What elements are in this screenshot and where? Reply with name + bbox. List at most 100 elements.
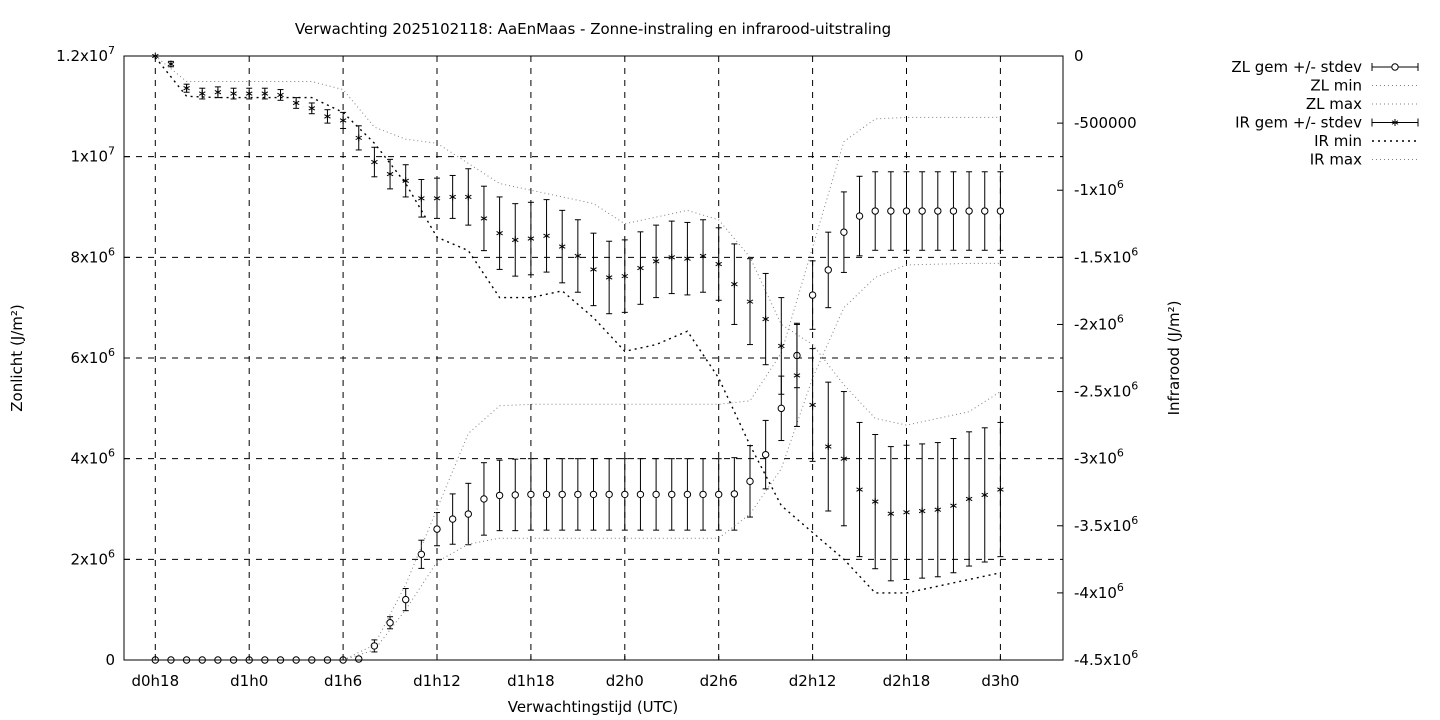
legend-label: IR gem +/- stdev <box>1235 114 1362 132</box>
data-point <box>167 60 175 68</box>
data-point <box>856 486 863 494</box>
data-point <box>902 207 911 215</box>
data-point <box>448 515 457 523</box>
x-axis-label: Verwachtingstijd (UTC) <box>508 698 679 716</box>
data-point <box>589 490 598 499</box>
y-left-tick-label: 8x106 <box>70 245 115 266</box>
data-point <box>761 450 770 459</box>
data-point <box>214 88 222 96</box>
y-left-tick-label: 2x106 <box>70 547 115 568</box>
data-point <box>543 232 550 240</box>
data-point <box>965 495 973 503</box>
x-tick-label: d3h0 <box>981 672 1019 690</box>
x-tick-label: d2h12 <box>789 672 837 690</box>
legend-label: ZL gem +/- stdev <box>1231 58 1362 76</box>
data-point <box>355 655 363 663</box>
data-point <box>558 243 566 251</box>
y-left-tick-label: 0 <box>105 651 115 669</box>
data-point <box>746 477 754 486</box>
y-left-tick-label: 1.2x107 <box>56 44 115 65</box>
x-tick-label: d1h18 <box>507 672 555 690</box>
data-point <box>824 266 832 274</box>
data-point <box>605 490 613 499</box>
data-point <box>511 491 519 499</box>
data-point <box>683 490 692 499</box>
data-point <box>527 235 535 243</box>
data-point <box>715 490 723 499</box>
data-point <box>809 401 816 409</box>
y-axis-label-right: Infrarood (J/m²) <box>1165 301 1183 416</box>
series-line <box>342 116 1001 661</box>
data-point <box>731 280 738 288</box>
data-point <box>652 257 660 265</box>
y-right-tick-label: 0 <box>1074 47 1084 65</box>
data-point <box>840 455 848 463</box>
data-point <box>465 193 472 201</box>
data-point <box>339 116 347 124</box>
data-point <box>636 490 645 499</box>
chart-title: Verwachting 2025102118: AaEnMaas - Zonne… <box>295 20 891 38</box>
data-point <box>261 90 269 98</box>
data-point <box>621 272 629 280</box>
data-point <box>778 342 785 350</box>
data-point <box>699 490 707 499</box>
data-point <box>574 490 582 499</box>
data-point <box>996 207 1005 215</box>
y-right-tick-label: -500000 <box>1074 114 1137 132</box>
series-layer <box>151 52 1005 664</box>
data-point <box>417 550 426 558</box>
data-point <box>840 228 848 236</box>
data-point <box>386 619 394 627</box>
y-right-tick-label: -1x106 <box>1074 178 1124 199</box>
legend-marker <box>1391 119 1399 126</box>
legend-marker <box>1391 63 1399 71</box>
data-point <box>981 491 989 499</box>
series-line <box>154 56 1001 594</box>
data-point <box>542 490 551 499</box>
data-point <box>652 490 660 499</box>
x-tick-label: d0h18 <box>131 672 179 690</box>
data-point <box>997 486 1004 494</box>
x-tick-label: d2h0 <box>606 672 644 690</box>
data-point <box>918 207 926 215</box>
data-point <box>355 134 363 142</box>
data-point <box>433 525 441 533</box>
y-axis-label-left: Zonlicht (J/m²) <box>8 304 26 412</box>
x-tick-label: d1h12 <box>413 672 461 690</box>
data-point <box>871 207 879 215</box>
data-point <box>495 491 504 500</box>
data-point <box>464 510 472 518</box>
data-point <box>558 490 566 499</box>
data-point <box>324 112 331 120</box>
data-point <box>371 158 378 166</box>
data-point <box>965 207 973 215</box>
data-point <box>511 236 519 244</box>
y-right-tick-label: -4.5x106 <box>1074 648 1138 669</box>
data-point <box>730 490 739 498</box>
data-point <box>934 207 942 215</box>
data-point <box>370 642 379 650</box>
data-point <box>746 298 754 306</box>
data-point <box>449 193 456 201</box>
data-point <box>684 255 691 263</box>
data-point <box>308 104 316 112</box>
series-line <box>342 262 1001 661</box>
data-point <box>855 212 864 220</box>
data-point <box>808 291 817 299</box>
data-point <box>480 495 488 503</box>
data-point <box>386 170 394 178</box>
x-tick-label: d1h0 <box>230 672 268 690</box>
data-point <box>496 229 503 237</box>
data-point <box>950 502 957 510</box>
data-point <box>292 99 300 107</box>
data-point <box>574 252 582 260</box>
data-point <box>480 214 488 222</box>
data-point <box>433 194 441 202</box>
data-point <box>903 508 910 516</box>
data-point <box>605 273 613 281</box>
data-point <box>793 371 801 379</box>
data-point <box>277 91 284 99</box>
legend-label: ZL max <box>1306 95 1362 113</box>
